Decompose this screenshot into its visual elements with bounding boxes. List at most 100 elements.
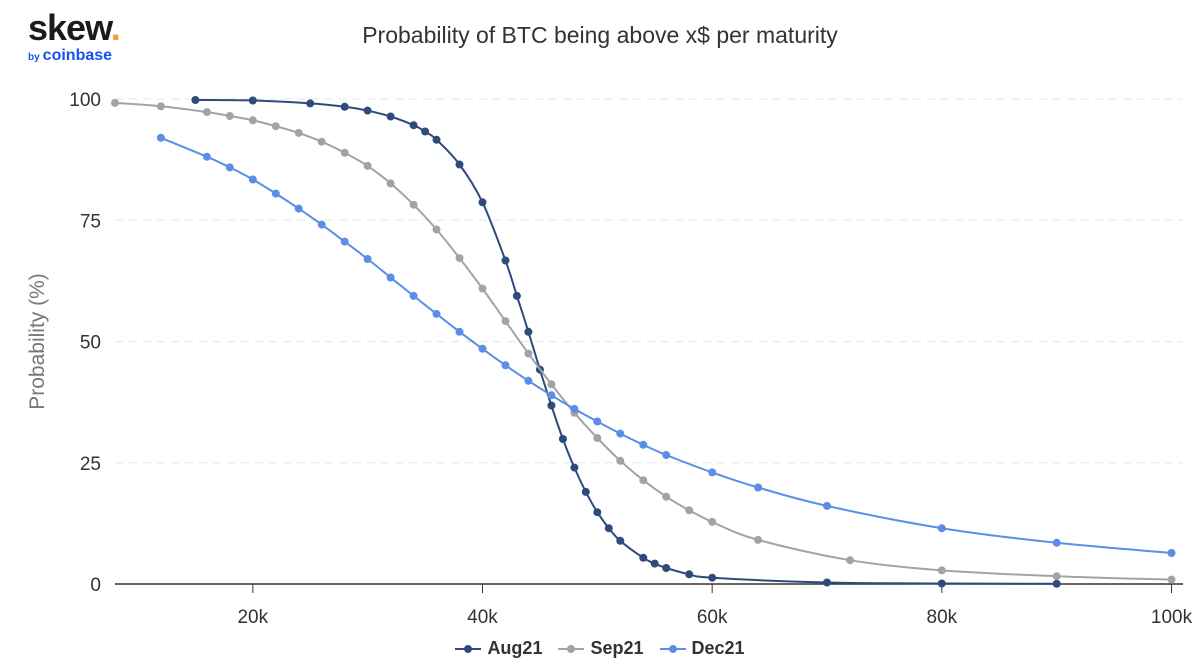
data-point-aug21[interactable] [650, 559, 659, 568]
data-point-aug21[interactable] [662, 564, 671, 572]
y-tick-label: 0 [90, 575, 101, 596]
brand-parent: coinbase [42, 47, 113, 64]
data-point-sep21[interactable] [409, 200, 418, 209]
data-point-aug21[interactable] [191, 96, 200, 104]
data-point-sep21[interactable] [754, 535, 763, 544]
legend-label: Dec21 [691, 638, 745, 658]
data-point-aug21[interactable] [386, 112, 395, 121]
data-point-dec21[interactable] [225, 163, 234, 172]
data-point-dec21[interactable] [662, 451, 671, 459]
data-point-aug21[interactable] [248, 96, 257, 105]
data-point-sep21[interactable] [1167, 575, 1176, 584]
data-point-aug21[interactable] [478, 198, 487, 207]
data-point-dec21[interactable] [501, 361, 510, 370]
data-point-sep21[interactable] [386, 179, 395, 188]
data-point-sep21[interactable] [455, 254, 464, 263]
data-point-dec21[interactable] [294, 204, 303, 213]
data-point-aug21[interactable] [937, 579, 946, 588]
data-point-sep21[interactable] [478, 284, 487, 293]
data-point-sep21[interactable] [317, 137, 326, 146]
legend-item-dec21[interactable]: Dec21 [659, 638, 745, 659]
data-point-dec21[interactable] [570, 404, 579, 413]
data-point-aug21[interactable] [570, 463, 579, 472]
data-point-sep21[interactable] [1052, 572, 1061, 581]
data-point-sep21[interactable] [248, 116, 257, 125]
data-point-dec21[interactable] [340, 237, 349, 246]
data-point-sep21[interactable] [547, 380, 556, 389]
data-point-sep21[interactable] [846, 556, 854, 565]
data-point-dec21[interactable] [248, 175, 257, 184]
data-point-dec21[interactable] [271, 189, 280, 198]
data-point-aug21[interactable] [340, 102, 349, 111]
data-point-dec21[interactable] [1167, 549, 1176, 557]
data-point-aug21[interactable] [547, 401, 556, 410]
data-point-aug21[interactable] [558, 435, 567, 443]
x-tick-label: 20k [237, 607, 268, 628]
data-point-dec21[interactable] [1052, 538, 1061, 547]
data-point-sep21[interactable] [616, 456, 625, 465]
data-point-dec21[interactable] [754, 483, 763, 492]
data-point-dec21[interactable] [363, 255, 372, 263]
data-point-dec21[interactable] [937, 524, 946, 533]
data-point-sep21[interactable] [662, 492, 671, 501]
data-point-sep21[interactable] [639, 476, 648, 485]
data-point-aug21[interactable] [409, 121, 418, 130]
data-point-aug21[interactable] [1052, 579, 1061, 588]
data-point-aug21[interactable] [616, 536, 625, 545]
brand-by: by [28, 52, 40, 63]
data-point-dec21[interactable] [478, 344, 487, 353]
data-point-aug21[interactable] [823, 578, 831, 587]
data-point-dec21[interactable] [616, 429, 625, 438]
data-point-sep21[interactable] [501, 317, 510, 326]
data-point-aug21[interactable] [604, 524, 613, 533]
data-point-sep21[interactable] [937, 566, 946, 575]
data-point-sep21[interactable] [432, 225, 441, 234]
data-point-sep21[interactable] [685, 506, 694, 515]
legend-item-aug21[interactable]: Aug21 [455, 638, 542, 659]
data-point-dec21[interactable] [823, 501, 831, 510]
data-point-sep21[interactable] [111, 98, 119, 107]
data-point-dec21[interactable] [708, 468, 717, 477]
data-point-dec21[interactable] [524, 376, 533, 385]
gridlines [115, 98, 1183, 464]
data-point-aug21[interactable] [306, 99, 315, 108]
data-point-dec21[interactable] [547, 391, 556, 400]
data-point-sep21[interactable] [363, 161, 372, 170]
y-tick-label: 50 [80, 333, 101, 354]
data-point-sep21[interactable] [524, 349, 533, 358]
data-point-aug21[interactable] [593, 508, 602, 517]
data-point-aug21[interactable] [581, 487, 590, 496]
data-point-dec21[interactable] [386, 273, 395, 282]
data-point-dec21[interactable] [455, 327, 464, 336]
brand-subline: by coinbase [28, 47, 120, 67]
data-point-dec21[interactable] [202, 152, 211, 161]
data-point-aug21[interactable] [432, 135, 441, 144]
legend-item-sep21[interactable]: Sep21 [558, 638, 644, 659]
data-point-aug21[interactable] [501, 256, 510, 265]
data-point-dec21[interactable] [432, 309, 441, 318]
data-point-aug21[interactable] [708, 573, 717, 582]
data-point-dec21[interactable] [409, 291, 418, 300]
data-point-sep21[interactable] [271, 122, 280, 131]
data-point-aug21[interactable] [685, 570, 694, 579]
data-point-sep21[interactable] [294, 128, 303, 137]
legend-label: Aug21 [487, 638, 543, 658]
data-point-aug21[interactable] [455, 160, 464, 169]
data-point-sep21[interactable] [156, 102, 165, 111]
data-point-aug21[interactable] [512, 291, 521, 300]
data-point-aug21[interactable] [421, 127, 430, 136]
data-point-dec21[interactable] [639, 440, 648, 449]
data-point-dec21[interactable] [593, 417, 602, 426]
data-point-aug21[interactable] [639, 553, 648, 562]
data-point-sep21[interactable] [225, 112, 234, 120]
data-point-sep21[interactable] [202, 108, 211, 117]
chart-legend: Aug21 Sep21 Dec21 [0, 638, 1200, 659]
data-point-dec21[interactable] [156, 133, 165, 142]
data-point-sep21[interactable] [708, 517, 717, 526]
data-point-dec21[interactable] [317, 220, 326, 229]
data-point-sep21[interactable] [593, 434, 602, 442]
series-dec21 [156, 133, 1176, 557]
data-point-sep21[interactable] [340, 148, 349, 157]
data-point-aug21[interactable] [363, 106, 372, 115]
data-point-aug21[interactable] [524, 327, 533, 336]
